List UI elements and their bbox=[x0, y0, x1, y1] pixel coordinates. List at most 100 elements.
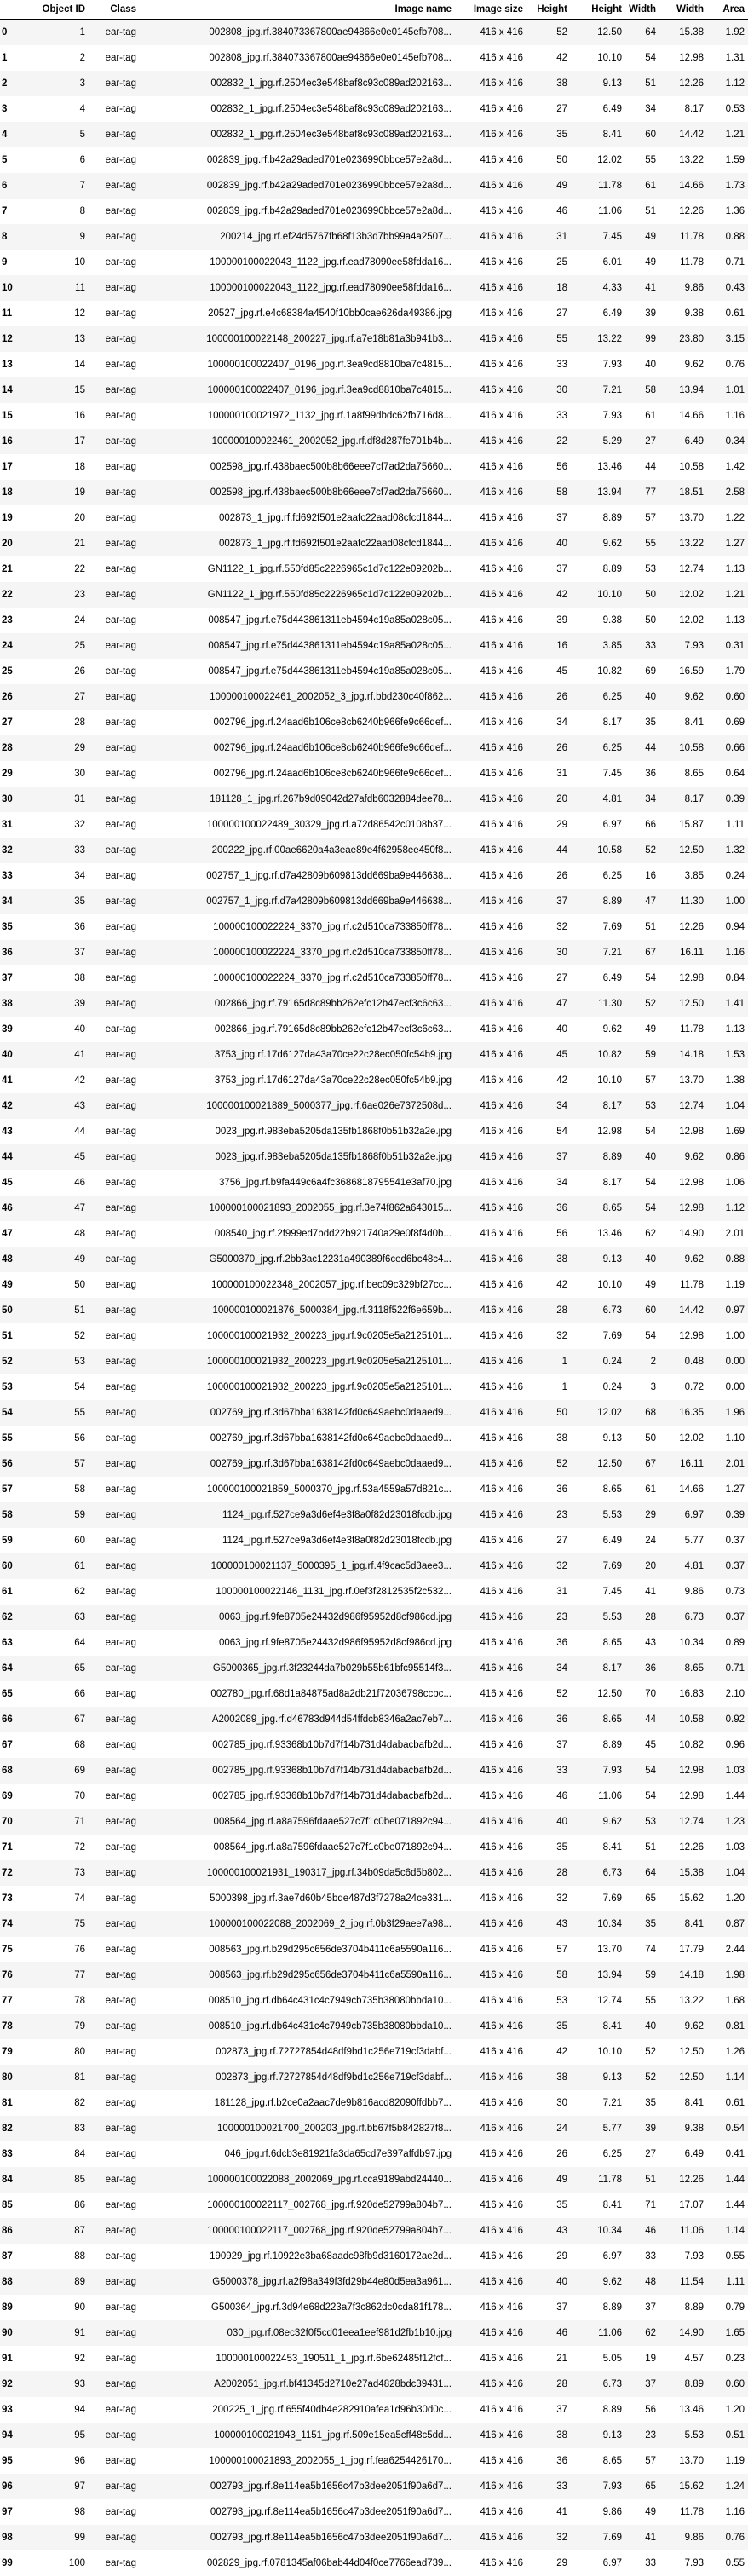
header-class: Class bbox=[89, 0, 140, 20]
cell-image-size: 416 x 416 bbox=[455, 2320, 526, 2346]
cell-height-pct: 12.50 bbox=[571, 1681, 625, 1707]
header-width-px: Width bbox=[625, 0, 659, 20]
cell-object-id: 97 bbox=[20, 2474, 89, 2499]
cell-image-size: 416 x 416 bbox=[455, 2193, 526, 2218]
cell-row-index: 74 bbox=[0, 1911, 20, 1937]
cell-width-px: 77 bbox=[625, 480, 659, 505]
cell-class: ear-tag bbox=[89, 326, 140, 352]
cell-image-size: 416 x 416 bbox=[455, 1911, 526, 1937]
cell-width-pct: 0.48 bbox=[659, 1349, 707, 1374]
cell-height-pct: 7.93 bbox=[571, 352, 625, 377]
cell-width-px: 41 bbox=[625, 2525, 659, 2550]
cell-image-size: 416 x 416 bbox=[455, 505, 526, 531]
cell-height-pct: 6.25 bbox=[571, 2141, 625, 2167]
cell-height-px: 43 bbox=[526, 1911, 571, 1937]
cell-area: 0.71 bbox=[707, 1656, 748, 1681]
cell-width-px: 39 bbox=[625, 301, 659, 326]
cell-width-pct: 4.57 bbox=[659, 2346, 707, 2371]
cell-area: 0.00 bbox=[707, 1374, 748, 1400]
cell-width-pct: 5.77 bbox=[659, 1528, 707, 1553]
cell-height-px: 38 bbox=[526, 71, 571, 96]
cell-image-size: 416 x 416 bbox=[455, 2423, 526, 2448]
cell-image-name: GN1122_1_jpg.rf.550fd85c2226965c1d7c122e… bbox=[140, 556, 455, 582]
cell-class: ear-tag bbox=[89, 2499, 140, 2525]
cell-object-id: 39 bbox=[20, 991, 89, 1017]
cell-image-size: 416 x 416 bbox=[455, 2371, 526, 2397]
cell-area: 2.58 bbox=[707, 480, 748, 505]
cell-image-name: 5000398_jpg.rf.3ae7d60b45bde487d3f7278a2… bbox=[140, 1886, 455, 1911]
cell-height-pct: 7.93 bbox=[571, 2474, 625, 2499]
cell-image-name: GN1122_1_jpg.rf.550fd85c2226965c1d7c122e… bbox=[140, 582, 455, 608]
cell-object-id: 82 bbox=[20, 2090, 89, 2116]
cell-height-px: 32 bbox=[526, 1886, 571, 1911]
cell-height-pct: 3.85 bbox=[571, 633, 625, 659]
cell-row-index: 75 bbox=[0, 1937, 20, 1962]
cell-image-name: 100000100021893_2002055_jpg.rf.3e74f862a… bbox=[140, 1196, 455, 1221]
cell-area: 0.97 bbox=[707, 1298, 748, 1323]
cell-class: ear-tag bbox=[89, 582, 140, 608]
cell-area: 1.16 bbox=[707, 2499, 748, 2525]
cell-class: ear-tag bbox=[89, 863, 140, 889]
cell-row-index: 7 bbox=[0, 199, 20, 224]
cell-width-px: 62 bbox=[625, 2320, 659, 2346]
cell-height-px: 35 bbox=[526, 2014, 571, 2039]
cell-height-pct: 5.29 bbox=[571, 429, 625, 454]
cell-area: 0.86 bbox=[707, 1144, 748, 1170]
cell-width-pct: 10.58 bbox=[659, 454, 707, 480]
cell-area: 0.89 bbox=[707, 1630, 748, 1656]
cell-image-size: 416 x 416 bbox=[455, 914, 526, 940]
cell-width-pct: 6.97 bbox=[659, 1502, 707, 1528]
cell-height-pct: 7.21 bbox=[571, 377, 625, 403]
cell-area: 1.22 bbox=[707, 505, 748, 531]
cell-height-pct: 7.69 bbox=[571, 914, 625, 940]
cell-image-name: 0023_jpg.rf.983eba5205da135fb1868f0b51b3… bbox=[140, 1144, 455, 1170]
cell-class: ear-tag bbox=[89, 1374, 140, 1400]
cell-class: ear-tag bbox=[89, 761, 140, 787]
cell-height-pct: 7.93 bbox=[571, 403, 625, 429]
cell-image-name: 008564_jpg.rf.a8a7596fdaae527c7f1c0be071… bbox=[140, 1835, 455, 1860]
cell-row-index: 57 bbox=[0, 1477, 20, 1502]
cell-height-px: 30 bbox=[526, 940, 571, 965]
cell-object-id: 44 bbox=[20, 1119, 89, 1144]
cell-row-index: 76 bbox=[0, 1962, 20, 1988]
cell-class: ear-tag bbox=[89, 1272, 140, 1298]
cell-row-index: 99 bbox=[0, 2550, 20, 2576]
cell-height-pct: 9.13 bbox=[571, 2423, 625, 2448]
cell-height-px: 56 bbox=[526, 1221, 571, 1247]
cell-area: 0.73 bbox=[707, 1579, 748, 1605]
cell-row-index: 79 bbox=[0, 2039, 20, 2065]
cell-height-pct: 5.77 bbox=[571, 2116, 625, 2141]
cell-width-pct: 12.02 bbox=[659, 1426, 707, 1451]
cell-row-index: 46 bbox=[0, 1196, 20, 1221]
cell-image-name: 100000100021931_190317_jpg.rf.34b09da5c6… bbox=[140, 1860, 455, 1886]
cell-area: 0.87 bbox=[707, 1911, 748, 1937]
cell-width-px: 55 bbox=[625, 531, 659, 556]
cell-height-pct: 10.34 bbox=[571, 1911, 625, 1937]
cell-height-pct: 8.89 bbox=[571, 2397, 625, 2423]
cell-height-px: 36 bbox=[526, 1630, 571, 1656]
cell-width-pct: 12.74 bbox=[659, 556, 707, 582]
cell-row-index: 16 bbox=[0, 429, 20, 454]
cell-object-id: 90 bbox=[20, 2295, 89, 2320]
cell-area: 0.61 bbox=[707, 301, 748, 326]
cell-height-px: 37 bbox=[526, 2295, 571, 2320]
cell-image-size: 416 x 416 bbox=[455, 1272, 526, 1298]
cell-height-pct: 12.74 bbox=[571, 1988, 625, 2014]
cell-width-px: 60 bbox=[625, 122, 659, 147]
cell-height-px: 33 bbox=[526, 403, 571, 429]
cell-class: ear-tag bbox=[89, 1196, 140, 1221]
cell-object-id: 57 bbox=[20, 1451, 89, 1477]
cell-width-pct: 12.26 bbox=[659, 71, 707, 96]
cell-row-index: 33 bbox=[0, 863, 20, 889]
cell-object-id: 36 bbox=[20, 914, 89, 940]
cell-row-index: 91 bbox=[0, 2346, 20, 2371]
